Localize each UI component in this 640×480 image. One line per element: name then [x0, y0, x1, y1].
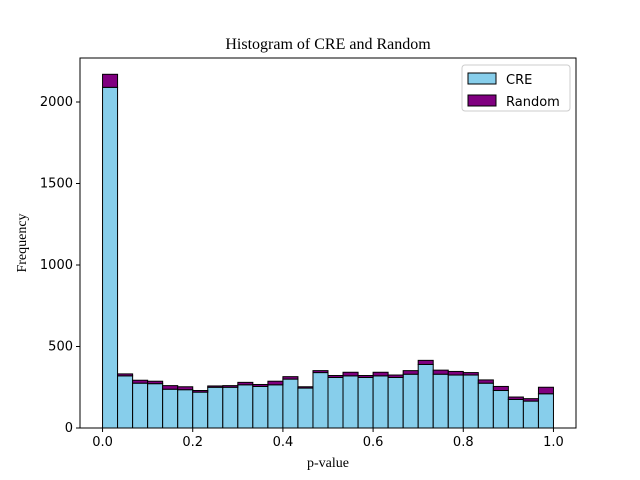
bar-cre-24: [462, 374, 479, 429]
bar-random-29: [537, 386, 554, 395]
bar-cre-15: [327, 376, 344, 429]
bars-group: [102, 73, 554, 429]
y-tick-label: 1000: [40, 258, 73, 273]
bar-random-12: [282, 376, 299, 380]
x-tick-label: 0.8: [453, 435, 474, 450]
bar-random-23: [447, 370, 464, 376]
bar-cre-2: [132, 382, 149, 429]
y-tick-label: 0: [65, 421, 73, 436]
legend: CRE Random: [461, 64, 571, 112]
bar-cre-20: [402, 373, 419, 429]
y-axis-label: Frequency: [15, 213, 30, 272]
bar-random-16: [342, 371, 359, 377]
x-axis-label: p-value: [307, 456, 349, 471]
bar-cre-29: [537, 393, 554, 429]
bar-cre-13: [297, 387, 314, 429]
bar-random-25: [477, 379, 494, 384]
bar-random-18: [372, 371, 389, 377]
bar-cre-19: [387, 376, 404, 429]
y-axis-ticks: 0 500 1000 1500 2000: [40, 95, 80, 436]
bar-random-11: [267, 380, 284, 386]
bar-random-7: [207, 385, 224, 388]
bar-cre-22: [432, 373, 449, 429]
bar-cre-3: [147, 383, 164, 429]
y-tick-label: 1500: [40, 177, 73, 192]
bar-cre-11: [267, 384, 284, 429]
bar-cre-1: [117, 375, 134, 429]
bar-random-10: [252, 383, 269, 387]
bar-cre-17: [357, 376, 374, 429]
bar-random-9: [237, 381, 254, 386]
bar-cre-23: [447, 374, 464, 429]
bar-random-24: [462, 372, 479, 376]
x-axis-ticks: 0.0 0.2 0.4 0.6 0.8 1.0: [92, 428, 564, 450]
x-tick-label: 0.2: [182, 435, 203, 450]
bar-random-19: [387, 374, 404, 378]
bar-random-28: [522, 398, 539, 402]
bar-cre-16: [342, 375, 359, 429]
bar-cre-18: [372, 375, 389, 429]
bar-cre-4: [162, 388, 179, 429]
legend-label-cre: CRE: [506, 73, 532, 88]
bar-cre-14: [312, 372, 329, 429]
y-tick-label: 500: [48, 340, 73, 355]
bar-cre-7: [207, 386, 224, 429]
bar-random-6: [192, 390, 209, 393]
bar-random-13: [297, 386, 314, 389]
bar-cre-27: [507, 398, 524, 429]
bar-cre-25: [477, 382, 494, 429]
bar-cre-28: [522, 400, 539, 429]
bar-random-15: [327, 375, 344, 378]
bar-random-1: [117, 373, 134, 377]
bar-cre-0: [102, 86, 119, 429]
bar-random-26: [492, 385, 509, 392]
bar-random-8: [222, 385, 239, 388]
bar-random-27: [507, 396, 524, 400]
chart-title: Histogram of CRE and Random: [225, 36, 431, 53]
bar-cre-6: [192, 391, 209, 429]
bar-random-17: [357, 375, 374, 378]
x-tick-label: 0.6: [363, 435, 384, 450]
bar-cre-12: [282, 378, 299, 429]
bar-random-5: [177, 386, 194, 391]
bar-cre-10: [252, 385, 269, 429]
bar-random-14: [312, 370, 329, 374]
legend-label-random: Random: [506, 95, 560, 110]
x-tick-label: 0.4: [273, 435, 294, 450]
bar-random-21: [417, 359, 434, 365]
bar-random-22: [432, 369, 449, 375]
legend-swatch-random: [467, 94, 497, 107]
bar-cre-9: [237, 384, 254, 429]
bar-cre-21: [417, 363, 434, 429]
x-tick-label: 1.0: [543, 435, 564, 450]
bar-random-3: [147, 380, 164, 385]
bar-random-20: [402, 370, 419, 375]
bar-cre-8: [222, 386, 239, 429]
bar-random-4: [162, 385, 179, 390]
plot-frame: [79, 57, 577, 429]
legend-swatch-cre: [467, 72, 497, 85]
bar-cre-5: [177, 389, 194, 429]
bar-random-0: [102, 73, 119, 88]
y-tick-label: 2000: [40, 95, 73, 110]
bar-random-2: [132, 379, 149, 384]
x-tick-label: 0.0: [92, 435, 113, 450]
bar-cre-26: [492, 390, 509, 429]
